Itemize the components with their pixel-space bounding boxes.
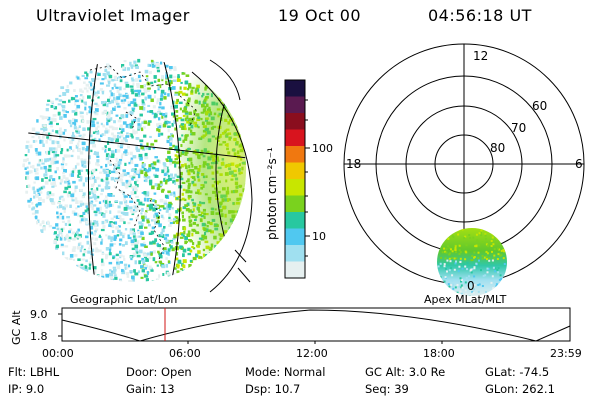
- colorbar-band: [285, 96, 305, 114]
- polar-caption: Apex MLat/MLT: [424, 293, 507, 306]
- colorbar-band: [285, 261, 305, 279]
- colorbar-band: [285, 162, 305, 180]
- info-gain: Gain: 13: [126, 382, 175, 396]
- altitude-plot-frame: [61, 307, 571, 342]
- info-door: Door: Open: [126, 365, 192, 379]
- colorbar-band: [285, 245, 305, 263]
- mlt-label-18: 18: [346, 157, 361, 171]
- altitude-xtick-1200: 12:00: [296, 347, 328, 360]
- colorbar-band: [285, 179, 305, 197]
- altitude-ytick-1-8: 1.8: [30, 330, 48, 343]
- colorbar-band: [285, 146, 305, 164]
- altitude-curve: [61, 309, 571, 342]
- instrument-title: Ultraviolet Imager: [36, 6, 190, 25]
- altitude-ytick-9: 9.0: [30, 308, 48, 321]
- colorbar-tick-10: 10: [312, 230, 326, 243]
- polar-plot: 12 18 6 0 60 70 80: [343, 43, 585, 296]
- colorbar: 100 10 photon cm⁻²s⁻¹: [265, 79, 333, 279]
- mlat-label-60: 60: [532, 99, 547, 113]
- mlt-label-6: 6: [575, 157, 583, 171]
- mlt-label-12: 12: [473, 49, 488, 63]
- info-seq: Seq: 39: [365, 382, 409, 396]
- colorbar-band: [285, 129, 305, 147]
- altitude-xtick-0000: 00:00: [42, 347, 74, 360]
- altitude-plot: 9.0 1.8 GC Alt 00:00 06:00 12:00 18:00 2…: [10, 307, 582, 360]
- mlt-label-0: 0: [467, 279, 475, 293]
- altitude-xtick-0600: 06:00: [169, 347, 201, 360]
- altitude-xtick-1800: 18:00: [423, 347, 455, 360]
- info-dsp: Dsp: 10.7: [245, 382, 301, 396]
- coastline-outlines: [89, 65, 197, 263]
- info-glat: GLat: -74.5: [485, 365, 550, 379]
- colorbar-tick-100: 100: [312, 142, 333, 155]
- altitude-xtick-2359: 23:59: [550, 347, 582, 360]
- colorbar-unit-label: photon cm⁻²s⁻¹: [265, 147, 279, 240]
- colorbar-band: [285, 113, 305, 131]
- info-ip: IP: 9.0: [8, 382, 45, 396]
- colorbar-band: [285, 195, 305, 213]
- colorbar-band: [285, 80, 305, 98]
- colorbar-band: [285, 228, 305, 246]
- mlat-label-80: 80: [490, 141, 505, 155]
- mlat-label-70: 70: [511, 121, 526, 135]
- info-mode: Mode: Normal: [245, 365, 326, 379]
- info-gc-alt: GC Alt: 3.0 Re: [365, 365, 446, 379]
- colorbar-band: [285, 212, 305, 230]
- info-filter: Flt: LBHL: [8, 365, 60, 379]
- geographic-image: [22, 58, 253, 293]
- time-label: 04:56:18 UT: [428, 6, 532, 25]
- geo-caption: Geographic Lat/Lon: [70, 293, 177, 306]
- altitude-ylabel: GC Alt: [10, 310, 23, 345]
- date-label: 19 Oct 00: [278, 6, 362, 25]
- info-glon: GLon: 262.1: [485, 382, 555, 396]
- polar-aurora: [437, 228, 507, 296]
